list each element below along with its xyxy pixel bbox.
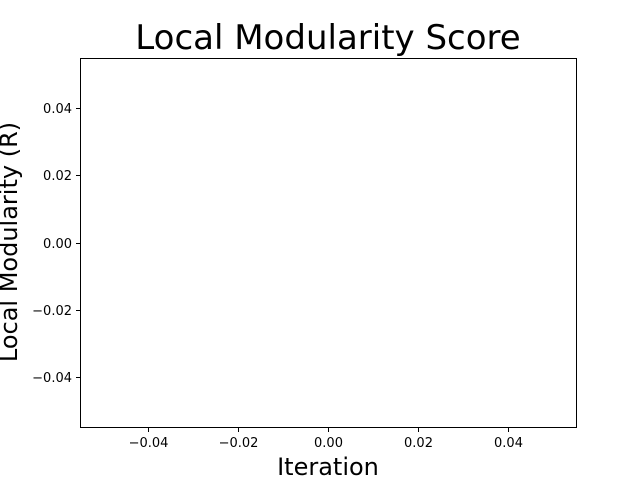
y-axis-label: Local Modularity (R) — [0, 122, 23, 362]
y-tick-label: 0.04 — [43, 102, 72, 117]
x-axis-ticks: −0.04 −0.02 0.00 0.02 0.04 — [129, 427, 523, 451]
y-tick-label: 0.02 — [43, 169, 72, 184]
x-tick-label: −0.04 — [129, 436, 169, 451]
x-tick-label: 0.04 — [494, 436, 523, 451]
y-axis-ticks: −0.04 −0.02 0.00 0.02 0.04 — [32, 102, 81, 386]
x-tick-label: 0.00 — [314, 436, 343, 451]
x-tick-label: 0.02 — [404, 436, 433, 451]
x-tick-label: −0.02 — [219, 436, 259, 451]
x-axis-label: Iteration — [277, 453, 379, 480]
plot-area — [80, 58, 577, 428]
y-tick-label: 0.00 — [43, 237, 72, 252]
y-tick-label: −0.04 — [32, 371, 72, 386]
chart-title: Local Modularity Score — [135, 18, 520, 58]
plot-background — [80, 58, 576, 427]
y-tick-label: −0.02 — [32, 304, 72, 319]
